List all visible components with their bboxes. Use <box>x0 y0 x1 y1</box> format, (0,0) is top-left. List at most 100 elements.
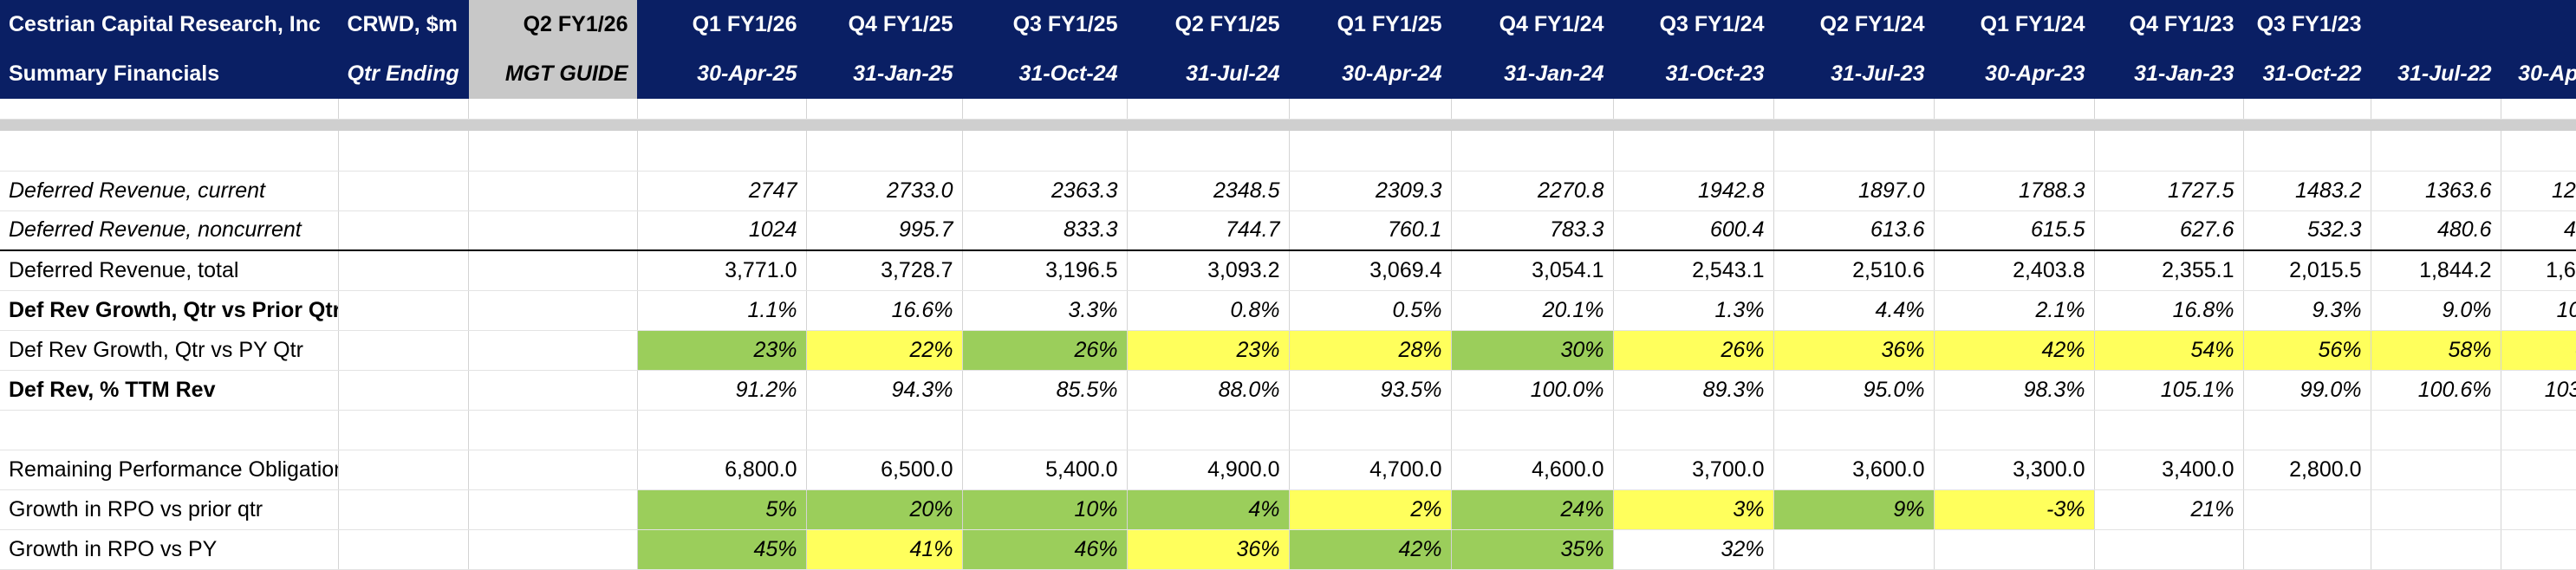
blank-cell <box>2243 99 2371 120</box>
blank-cell <box>2243 131 2371 172</box>
value-cell: 22% <box>806 330 963 371</box>
value-cell: 760.1 <box>1289 211 1452 251</box>
value-cell: 1363.6 <box>2371 171 2501 211</box>
value-cell: 9% <box>1773 489 1935 530</box>
value-cell: 1483.2 <box>2243 171 2371 211</box>
value-cell: 1788.3 <box>1934 171 2095 211</box>
separator-cell <box>1451 119 1613 131</box>
blank-cell <box>1934 410 2095 450</box>
blank-cell <box>1773 410 1935 450</box>
value-cell: 3,093.2 <box>1127 249 1290 291</box>
value-cell: 1.1% <box>637 290 807 331</box>
column-date: 31-Jan-24 <box>1451 49 1614 99</box>
guide-cell <box>468 450 638 490</box>
value-cell: 103.4% <box>2501 370 2576 411</box>
value-cell <box>2501 450 2576 490</box>
column-quarter: Q4 FY1/23 <box>2094 0 2244 49</box>
value-cell <box>1934 529 2095 570</box>
row-rpo-growth-qoq: Growth in RPO vs prior qtr 5% 20% 10% 4% 2% 24… <box>0 489 2576 530</box>
blank-cell <box>0 131 339 172</box>
blank-cell <box>0 99 339 120</box>
value-cell: 6,800.0 <box>637 450 807 490</box>
row-label: Deferred Revenue, current <box>0 171 339 211</box>
blank-cell <box>2371 99 2501 120</box>
empty-cell <box>338 171 469 211</box>
value-cell <box>2501 489 2576 530</box>
column-quarter: Q3 FY1/23 <box>2243 0 2371 49</box>
separator-cell <box>468 119 637 131</box>
blank-cell <box>2501 99 2576 120</box>
value-cell: 744.7 <box>1127 211 1290 251</box>
value-cell: 28% <box>1289 330 1452 371</box>
guide-label: MGT GUIDE <box>468 49 638 99</box>
blank-cell <box>806 131 963 172</box>
blank-cell <box>806 99 963 120</box>
row-dr-noncurrent: Deferred Revenue, noncurrent 1024 995.7 833… <box>0 211 2576 251</box>
column-date: 31-Jul-24 <box>1127 49 1290 99</box>
guide-cell <box>468 249 638 291</box>
row-label: Growth in RPO vs prior qtr <box>0 489 339 530</box>
blank-cell <box>2094 131 2244 172</box>
blank-cell <box>338 99 469 120</box>
value-cell: 613.6 <box>1773 211 1935 251</box>
value-cell: 600.4 <box>1613 211 1774 251</box>
blank-cell <box>1127 410 1290 450</box>
value-cell: 783.3 <box>1451 211 1614 251</box>
row-dr-current: Deferred Revenue, current 2747 2733.0 2363.… <box>0 171 2576 211</box>
value-cell: 41% <box>806 529 963 570</box>
value-cell: 58% <box>2371 330 2501 371</box>
value-cell <box>2094 529 2244 570</box>
value-cell: 20% <box>806 489 963 530</box>
blank-cell <box>1613 131 1774 172</box>
empty-cell <box>338 211 469 251</box>
value-cell: 2,355.1 <box>2094 249 2244 291</box>
value-cell <box>2371 529 2501 570</box>
value-cell <box>2501 529 2576 570</box>
blank-cell <box>2243 410 2371 450</box>
value-cell: 5% <box>637 489 807 530</box>
row-rpo: Remaining Performance Obligations 6,800.0… <box>0 450 2576 490</box>
column-quarter: Q1 FY1/25 <box>1289 0 1452 49</box>
guide-cell <box>468 211 638 251</box>
value-cell: 36% <box>1773 330 1935 371</box>
separator-row <box>0 119 2576 131</box>
value-cell: 443.4 <box>2501 211 2576 251</box>
blank-cell <box>1451 410 1614 450</box>
value-cell: 2,403.8 <box>1934 249 2095 291</box>
value-cell: 32% <box>1613 529 1774 570</box>
ticker-label: CRWD, $m <box>338 0 469 49</box>
value-cell: 3,069.4 <box>1289 249 1452 291</box>
company-name: Cestrian Capital Research, Inc <box>0 0 339 49</box>
value-cell: 532.3 <box>2243 211 2371 251</box>
blank-cell <box>1451 99 1614 120</box>
blank-cell <box>338 410 469 450</box>
row-rpo-growth-yoy: Growth in RPO vs PY 45% 41% 46% 36% 42% 35% 32% <box>0 529 2576 570</box>
value-cell <box>2243 529 2371 570</box>
separator-cell <box>637 119 806 131</box>
empty-cell <box>338 290 469 331</box>
blank-cell <box>2094 410 2244 450</box>
value-cell: 1.3% <box>1613 290 1774 331</box>
blank-cell <box>962 410 1128 450</box>
empty-cell <box>338 370 469 411</box>
empty-cell <box>338 450 469 490</box>
column-quarter: Q3 FY1/25 <box>962 0 1128 49</box>
qtr-ending-label: Qtr Ending <box>338 49 469 99</box>
value-cell: 2,510.6 <box>1773 249 1935 291</box>
value-cell: 100.0% <box>1451 370 1614 411</box>
value-cell: 26% <box>962 330 1128 371</box>
header-row-1: Cestrian Capital Research, Inc CRWD, $m … <box>0 0 2576 49</box>
separator-cell <box>1934 119 2094 131</box>
value-cell: 88.0% <box>1127 370 1290 411</box>
value-cell: 30% <box>1451 330 1614 371</box>
row-dr-total: Deferred Revenue, total 3,771.0 3,728.7 3,1… <box>0 249 2576 291</box>
blank-cell <box>338 131 469 172</box>
blank-cell <box>1127 99 1290 120</box>
guide-cell <box>468 330 638 371</box>
value-cell: 627.6 <box>2094 211 2244 251</box>
blank-row <box>0 99 2576 120</box>
row-dr-growth-yoy: Def Rev Growth, Qtr vs PY Qtr 23% 22% 26% 23… <box>0 330 2576 371</box>
value-cell: 98.3% <box>1934 370 2095 411</box>
blank-cell <box>468 410 638 450</box>
blank-cell <box>806 410 963 450</box>
